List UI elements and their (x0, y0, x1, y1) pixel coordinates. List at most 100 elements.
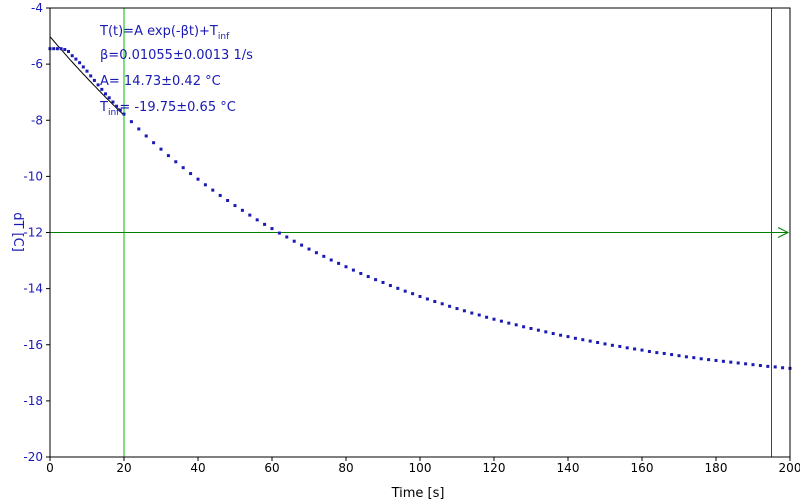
data-point (307, 247, 311, 251)
data-point (758, 364, 762, 368)
data-point (536, 328, 540, 332)
data-point (63, 48, 67, 52)
x-tick-label: 40 (190, 461, 205, 475)
data-point (248, 213, 252, 217)
data-point (662, 351, 666, 355)
data-point (174, 160, 178, 164)
data-point (270, 227, 274, 231)
data-point (462, 309, 466, 313)
data-point (329, 258, 333, 262)
data-point (74, 57, 78, 61)
data-point (300, 243, 304, 247)
data-point (588, 339, 592, 343)
data-point (104, 92, 107, 96)
data-point (403, 289, 407, 293)
data-point (470, 311, 474, 315)
data-point (551, 332, 555, 336)
data-point (736, 361, 740, 365)
data-point (729, 360, 733, 364)
x-tick-label: 120 (483, 461, 506, 475)
data-point (285, 235, 289, 239)
data-point (573, 336, 577, 340)
fit-annotation: T(t)=A exp(-βt)+Tinf β=0.01055±0.0013 1/… (99, 24, 253, 118)
data-point (559, 333, 563, 337)
data-point (418, 294, 422, 298)
data-point (137, 127, 141, 131)
data-point (781, 366, 785, 370)
data-point (684, 355, 688, 359)
data-point (618, 344, 622, 348)
data-point (122, 112, 126, 116)
data-point (144, 134, 148, 138)
data-point (203, 183, 207, 187)
data-point (625, 346, 629, 350)
data-point (366, 275, 370, 279)
data-point (359, 271, 363, 275)
x-axis-label: Time [s] (391, 486, 445, 501)
data-point (744, 362, 748, 366)
y-tick-label: -16 (23, 338, 43, 352)
x-tick-label: 200 (779, 461, 800, 475)
data-point (425, 297, 429, 301)
data-point (189, 172, 193, 176)
data-point (322, 254, 326, 258)
data-point (100, 87, 104, 91)
data-point (773, 365, 777, 369)
data-point (78, 61, 82, 65)
data-point (292, 239, 296, 243)
data-point (670, 353, 674, 357)
data-point (499, 319, 503, 323)
data-point (603, 342, 607, 346)
data-point (344, 265, 348, 269)
data-point (692, 356, 696, 360)
y-tick-label: -10 (23, 169, 43, 183)
data-point (96, 83, 100, 87)
data-point (159, 147, 163, 151)
data-point (166, 154, 170, 158)
y-tick-label: -12 (23, 226, 43, 240)
axes: -20 -18 -16 -14 -12 -10 -8 -6 -4 0 20 40 60 80 100 120 1… (23, 1, 800, 475)
data-point (581, 338, 585, 342)
data-point (566, 335, 570, 339)
data-point (677, 354, 681, 358)
data-point (115, 104, 119, 108)
data-point (707, 358, 711, 362)
y-tick-label: -18 (23, 394, 43, 408)
data-point (477, 313, 481, 317)
fit-formula: T(t)=A exp(-βt)+Tinf (99, 24, 230, 42)
data-point (396, 286, 400, 290)
data-point (81, 65, 85, 69)
fit-amplitude: A= 14.73±0.42 °C (100, 74, 221, 89)
data-point (218, 193, 222, 197)
data-point (277, 231, 281, 235)
data-point (351, 268, 355, 272)
data-point (529, 326, 533, 330)
x-tick-label: 20 (116, 461, 131, 475)
y-tick-label: -4 (31, 1, 43, 15)
data-point (55, 47, 59, 51)
data-point (196, 177, 200, 181)
data-point (633, 347, 637, 351)
x-tick-label: 100 (409, 461, 432, 475)
x-tick-label: 180 (705, 461, 728, 475)
data-point (85, 69, 89, 73)
data-point (181, 166, 185, 170)
data-point (448, 304, 452, 308)
data-point (655, 351, 659, 355)
data-point (647, 349, 651, 353)
data-point (610, 343, 614, 347)
x-tick-label: 80 (338, 461, 353, 475)
data-point (640, 348, 644, 352)
data-point (118, 108, 122, 112)
data-point (714, 358, 718, 362)
data-point (766, 364, 770, 368)
fit-tinf: Tinf= -19.75±0.65 °C (99, 100, 236, 118)
y-tick-label: -20 (23, 450, 43, 464)
data-point (111, 100, 115, 104)
data-point (721, 359, 725, 363)
data-point (129, 120, 133, 124)
data-point (507, 321, 511, 325)
x-tick-label: 60 (264, 461, 279, 475)
x-tick-label: 140 (557, 461, 580, 475)
